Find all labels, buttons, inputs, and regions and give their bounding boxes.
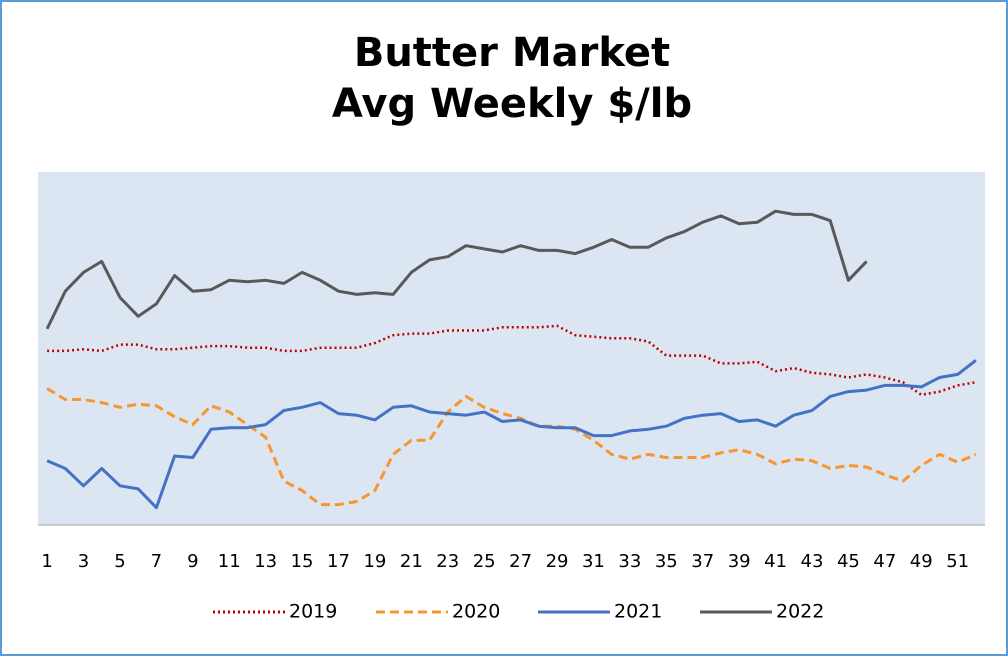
x-tick-label: 45 <box>837 551 860 572</box>
x-tick-label: 51 <box>946 551 969 572</box>
legend-label: 2021 <box>614 601 662 623</box>
x-tick-label: 17 <box>327 551 350 572</box>
x-tick-label: 19 <box>363 551 386 572</box>
x-tick-label: 5 <box>114 551 125 572</box>
x-tick-label: 7 <box>151 551 162 572</box>
x-tick-label: 15 <box>291 551 314 572</box>
x-tick-label: 43 <box>801 551 824 572</box>
chart-subtitle: Avg Weekly $/lb <box>332 81 692 127</box>
x-tick-label: 29 <box>546 551 569 572</box>
series-line <box>45 209 868 330</box>
x-tick-label: 23 <box>436 551 459 572</box>
x-tick-label: 11 <box>218 551 241 572</box>
x-tick-label: 41 <box>764 551 787 572</box>
series-line <box>46 387 977 507</box>
legend-label: 2022 <box>776 601 824 623</box>
x-tick-label: 49 <box>910 551 933 572</box>
chart-title: Butter Market <box>354 30 670 76</box>
x-tick-label: 13 <box>254 551 277 572</box>
x-tick-label: 39 <box>728 551 751 572</box>
series-line <box>47 324 977 397</box>
x-tick-label: 3 <box>78 551 89 572</box>
x-tick-label: 21 <box>400 551 423 572</box>
x-tick-label: 47 <box>873 551 896 572</box>
x-tick-label: 9 <box>187 551 198 572</box>
legend-label: 2019 <box>289 601 337 623</box>
legend-label: 2020 <box>452 601 500 623</box>
x-tick-label: 27 <box>509 551 532 572</box>
x-tick-label: 25 <box>473 551 496 572</box>
series-line <box>46 359 977 510</box>
x-tick-label: 35 <box>655 551 678 572</box>
x-tick-label: 37 <box>691 551 714 572</box>
x-tick-label: 33 <box>618 551 641 572</box>
x-tick-label: 31 <box>582 551 605 572</box>
plot-area <box>38 172 985 525</box>
x-tick-label: 1 <box>41 551 52 572</box>
